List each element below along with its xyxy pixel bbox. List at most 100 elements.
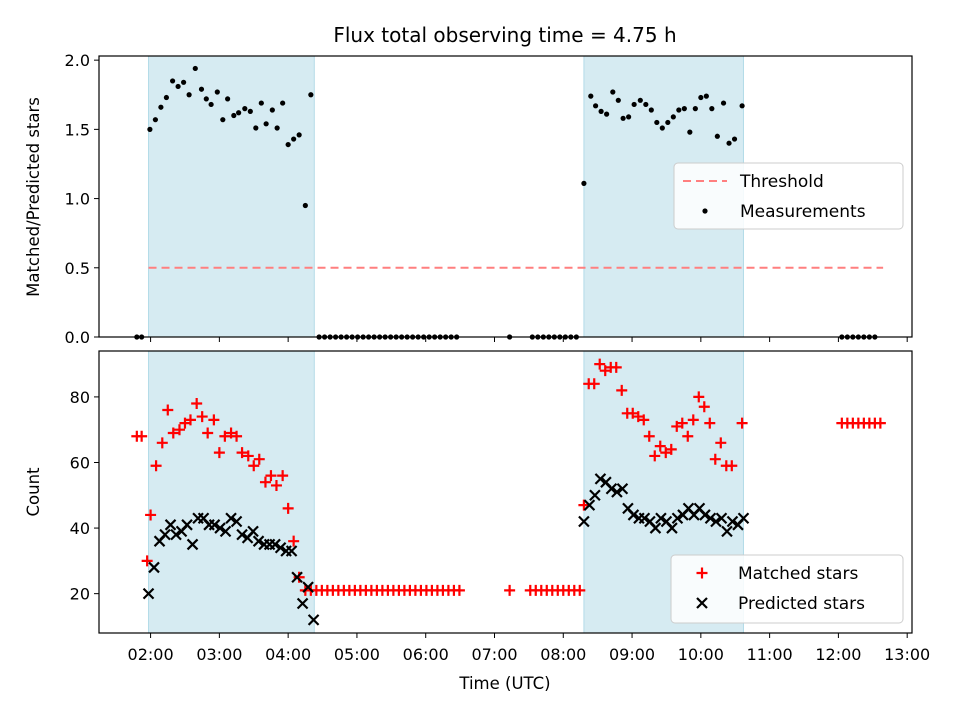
predicted-stars-point — [214, 522, 226, 534]
bottom-y-tick-label: 80 — [70, 388, 90, 407]
bottom-y-tick-label: 20 — [70, 585, 90, 604]
top-observing-window-1 — [148, 55, 315, 338]
top-y-tick-label: 0.5 — [65, 259, 90, 278]
matched-stars-point — [167, 427, 179, 439]
predicted-stars-point — [638, 512, 651, 525]
predicted-stars-point — [142, 587, 155, 600]
matched-stars-point — [156, 437, 168, 449]
matched-stars-point — [588, 378, 600, 390]
measurement-point — [308, 92, 314, 98]
measurement-point — [588, 93, 594, 99]
measurement-point — [225, 96, 231, 102]
measurement-point — [670, 114, 676, 120]
measurement-point — [220, 117, 226, 123]
predicted-stars-point — [605, 482, 618, 495]
top-y-axis-label: Matched/Predicted stars — [24, 97, 43, 297]
top-plot-frame — [98, 55, 913, 338]
x-tick-label: 04:00 — [265, 645, 311, 664]
measurement-point — [263, 121, 269, 127]
matched-stars-point — [594, 358, 606, 370]
predicted-stars-point — [219, 525, 232, 538]
measurement-point — [676, 107, 682, 113]
predicted-stars-point — [589, 489, 601, 502]
predicted-stars-point — [737, 512, 750, 525]
top-y-tick-label: 2.0 — [65, 51, 90, 70]
matched-stars-point — [654, 440, 666, 452]
predicted-stars-point — [611, 486, 623, 498]
matched-stars-point — [453, 584, 465, 596]
predicted-stars-point — [230, 515, 243, 528]
matched-stars-point — [253, 453, 265, 465]
measurement-point — [236, 110, 242, 116]
predicted-stars-point — [699, 509, 711, 521]
measurement-point — [208, 101, 214, 108]
x-tick-label: 13:00 — [884, 645, 930, 664]
bottom-y-tick-label: 40 — [70, 519, 90, 538]
measurement-point — [203, 96, 209, 102]
measurement-point — [648, 107, 654, 113]
matched-stars-point — [660, 447, 672, 459]
measurement-point — [296, 132, 302, 138]
predicted-stars-point — [159, 528, 171, 541]
measurement-point — [610, 89, 616, 95]
top-panel: Matched/Predicted stars 0.0 0.5 1.0 1.5 2.0 T… — [24, 51, 913, 347]
predicted-stars-point — [296, 597, 309, 610]
legend-matched-swatch — [696, 567, 708, 579]
matched-stars-point — [736, 417, 748, 429]
predicted-stars-point — [721, 525, 733, 538]
measurement-point — [626, 114, 632, 120]
matched-stars-point — [282, 502, 294, 514]
predicted-stars-point — [578, 515, 590, 528]
top-legend-box — [673, 162, 904, 230]
measurement-point — [714, 133, 720, 139]
matched-stars-point — [248, 460, 260, 472]
measurement-point — [659, 125, 665, 131]
matched-stars-point — [141, 555, 153, 567]
legend-predicted-swatch — [696, 597, 708, 609]
measurement-point — [291, 136, 297, 142]
predicted-stars-point — [715, 512, 728, 525]
x-tick-label: 10:00 — [678, 645, 724, 664]
measurement-point — [698, 94, 704, 101]
predicted-stars-point — [649, 522, 662, 534]
measurement-point — [692, 106, 698, 112]
measurement-point — [720, 100, 727, 106]
predicted-stars-point — [726, 515, 739, 528]
predicted-stars-point — [225, 512, 237, 525]
predicted-stars-point — [655, 512, 667, 525]
matched-stars-point — [616, 384, 628, 396]
predicted-stars-point — [274, 541, 287, 554]
measurement-point — [637, 97, 643, 103]
matched-stars-point — [242, 450, 254, 462]
predicted-stars-point — [594, 473, 607, 485]
legend-measurements-swatch — [702, 208, 708, 214]
legend-matched-label: Matched stars — [738, 564, 858, 584]
measurement-point — [181, 79, 187, 85]
predicted-stars-point — [164, 519, 177, 531]
bottom-observing-window-1 — [148, 350, 315, 634]
matched-stars-point — [265, 470, 277, 482]
matched-stars-point — [726, 460, 738, 472]
matched-stars-point — [145, 509, 157, 521]
matched-stars-point — [213, 447, 225, 459]
matched-stars-point — [191, 397, 203, 409]
measurement-point — [654, 119, 660, 126]
bottom-y-axis-label: Count — [24, 467, 43, 517]
matched-stars-point — [277, 470, 289, 482]
matched-stars-point — [150, 460, 162, 472]
matched-stars-point — [162, 404, 174, 416]
x-tick-label: 05:00 — [334, 645, 380, 664]
measurement-point — [285, 141, 291, 148]
matched-stars-point — [709, 453, 721, 465]
matched-stars-point — [682, 430, 694, 442]
matched-stars-point — [693, 391, 705, 403]
matched-stars-point — [259, 476, 271, 488]
measurement-point — [247, 108, 253, 114]
measurement-point — [631, 101, 637, 108]
matched-stars-point — [715, 437, 727, 449]
x-tick-label: 03:00 — [196, 645, 242, 664]
x-tick-label: 02:00 — [128, 645, 174, 664]
matched-stars-point — [208, 414, 220, 426]
chart-title: Flux total observing time = 4.75 h — [333, 23, 676, 47]
